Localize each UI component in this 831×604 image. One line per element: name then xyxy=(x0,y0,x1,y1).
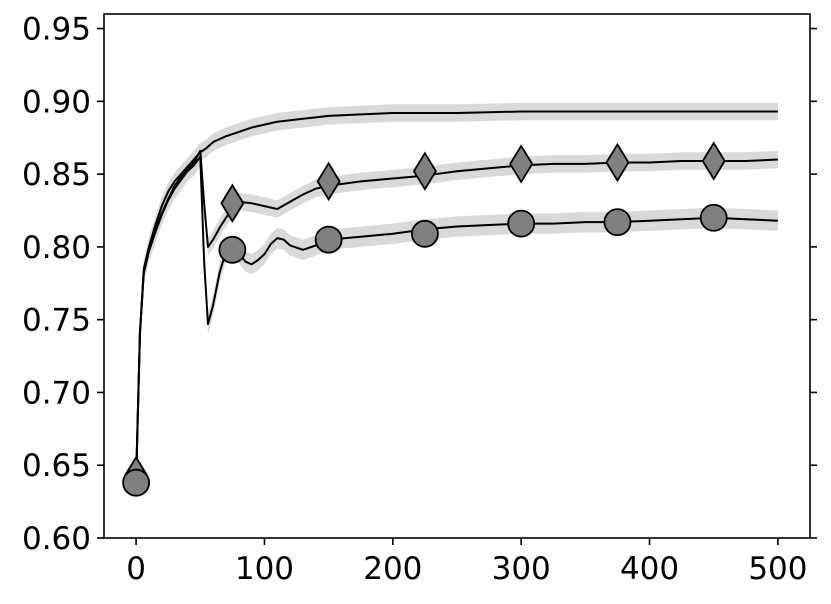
diamond-marker xyxy=(412,151,437,191)
x-tick-label: 100 xyxy=(235,551,294,587)
diamond-marker xyxy=(701,141,726,181)
circle-marker xyxy=(314,225,343,254)
y-tick-label: 0.80 xyxy=(22,230,91,266)
series-lines xyxy=(135,110,778,483)
circle-marker xyxy=(603,208,632,237)
x-axis: 0 100 200 300 400 500 xyxy=(126,538,807,587)
series-2-line xyxy=(135,149,778,480)
series-markers xyxy=(122,141,728,497)
circle-marker xyxy=(507,209,536,238)
circle-marker xyxy=(218,235,247,264)
y-tick-label: 0.75 xyxy=(22,303,91,339)
circle-marker xyxy=(699,203,728,232)
diamond-marker xyxy=(316,161,341,202)
x-tick-label: 300 xyxy=(492,551,551,587)
diamond-marker xyxy=(509,144,534,184)
y-tick-label: 0.60 xyxy=(22,521,91,557)
x-tick-label: 0 xyxy=(126,551,146,587)
series-3-line xyxy=(135,155,778,483)
y-tick-label: 0.70 xyxy=(22,375,91,411)
series-1-line xyxy=(135,110,778,480)
x-tick-label: 500 xyxy=(748,551,807,587)
y-tick-label: 0.65 xyxy=(22,448,91,484)
x-tick-label: 400 xyxy=(620,551,679,587)
circle-marker xyxy=(411,219,439,248)
y-tick-label: 0.90 xyxy=(22,84,91,120)
x-tick-label: 200 xyxy=(363,551,422,587)
y-tick-label: 0.95 xyxy=(22,12,91,48)
circle-marker xyxy=(122,468,150,497)
diamond-marker xyxy=(605,142,630,183)
plot-frame xyxy=(103,13,811,539)
diamond-marker xyxy=(220,183,245,223)
y-axis: 0.60 0.65 0.70 0.75 0.80 0.85 0.90 0.95 xyxy=(22,12,817,557)
y-tick-label: 0.85 xyxy=(22,157,91,193)
